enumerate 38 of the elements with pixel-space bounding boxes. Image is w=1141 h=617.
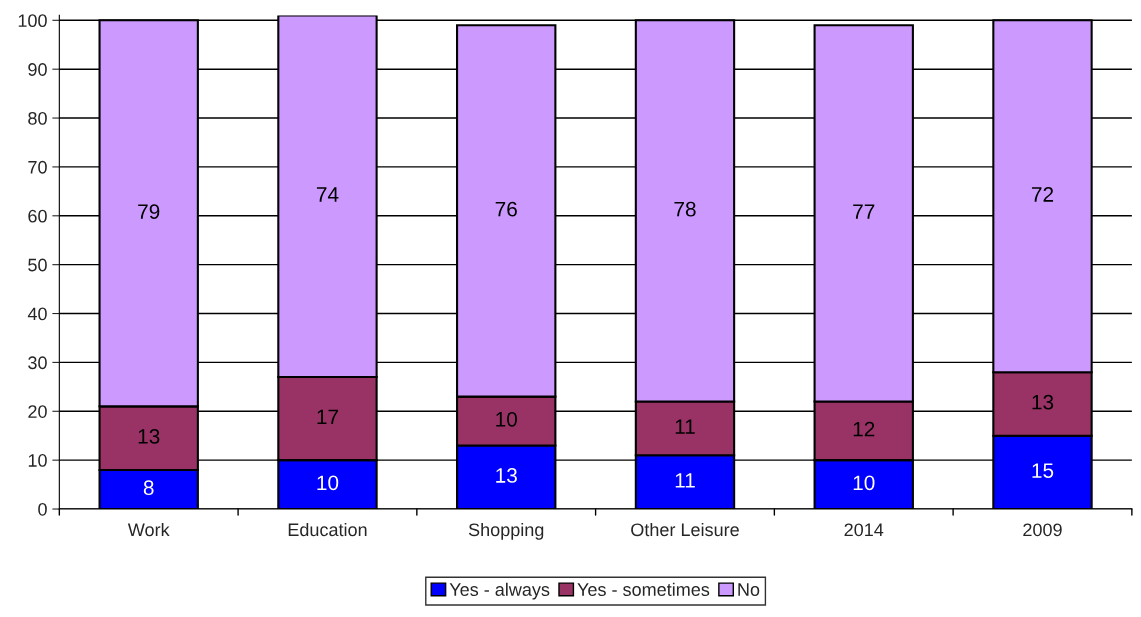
y-tick-label: 90 — [28, 63, 47, 76]
y-tick-label: 60 — [28, 209, 47, 223]
y-tick-label: 20 — [28, 405, 47, 418]
y-tick-label: 40 — [27, 307, 47, 321]
data-label: 74 — [316, 187, 339, 202]
x-tick-label: Work — [127, 522, 170, 537]
data-label: 72 — [1031, 187, 1054, 202]
y-tick-label: 100 — [18, 14, 47, 28]
legend-label: Yes - sometimes — [577, 582, 710, 596]
data-label: 12 — [853, 421, 875, 437]
data-label: 10 — [853, 475, 875, 491]
legend-label: No — [738, 583, 760, 596]
x-tick-label: 2014 — [844, 523, 884, 537]
legend-label: Yes - always — [449, 582, 550, 600]
data-label: 11 — [675, 473, 695, 488]
x-tick-label: Other Leisure — [631, 522, 739, 537]
y-tick-label: 50 — [28, 258, 47, 272]
y-tick-label: 0 — [38, 502, 47, 516]
data-label: 13 — [1032, 394, 1054, 410]
y-tick-label: 10 — [28, 454, 47, 467]
data-label: 78 — [674, 201, 696, 217]
x-tick-label: Shopping — [468, 522, 544, 540]
y-tick-label: 30 — [28, 356, 47, 370]
data-label: 17 — [317, 409, 339, 424]
data-label: 13 — [496, 468, 517, 483]
x-tick-label: Education — [288, 522, 367, 537]
data-label: 79 — [138, 204, 160, 219]
y-tick-label: 70 — [28, 160, 47, 174]
data-label: 15 — [1032, 463, 1054, 478]
data-label: 77 — [853, 204, 875, 219]
data-label: 11 — [675, 419, 695, 434]
y-tick-label: 80 — [28, 111, 47, 125]
data-label: 76 — [495, 201, 517, 217]
data-label: 10 — [496, 411, 517, 427]
data-label: 13 — [138, 429, 160, 444]
data-label: 8 — [143, 480, 154, 496]
x-tick-label: 2009 — [1023, 523, 1062, 537]
data-label: 10 — [317, 475, 339, 491]
